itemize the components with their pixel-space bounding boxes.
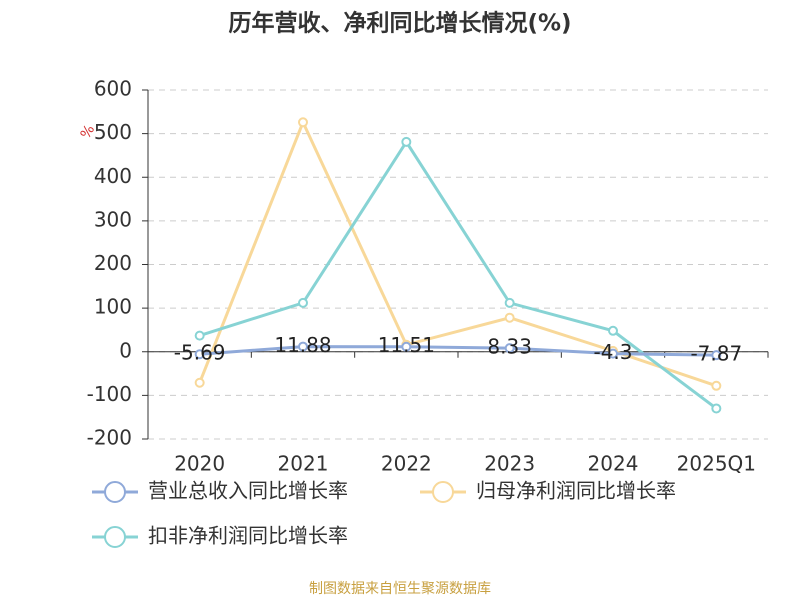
data-label: 11.88	[274, 333, 331, 357]
point	[194, 349, 205, 360]
y-tick-label: -200	[87, 426, 132, 450]
point	[711, 380, 722, 391]
chart-title: 历年营收、净利同比增长情况(%)	[228, 10, 571, 37]
point	[608, 348, 618, 359]
point	[298, 297, 308, 308]
point	[504, 312, 515, 323]
point	[401, 136, 412, 147]
point	[194, 330, 205, 341]
point	[504, 343, 515, 354]
x-tick-label: 2021	[278, 452, 329, 476]
y-tick-label: -100	[87, 382, 132, 406]
y-tick-label: 400	[94, 164, 132, 188]
legend-marker	[104, 481, 126, 503]
legend-label: 营业总收入同比增长率	[148, 479, 348, 503]
data-label: -4.3	[593, 340, 632, 364]
y-tick-label: 500	[94, 120, 132, 144]
y-tick-label: 0	[119, 338, 132, 362]
point	[608, 325, 618, 336]
legend-marker	[432, 481, 454, 503]
x-tick-label: 2020	[174, 452, 225, 476]
data-label: -5.69	[174, 341, 226, 365]
point	[711, 403, 722, 414]
legend-label: 扣非净利润同比增长率	[148, 524, 348, 548]
x-tick-label: 2025Q1	[677, 452, 756, 476]
legend-marker	[104, 526, 126, 548]
point	[504, 297, 515, 308]
point	[711, 350, 722, 361]
point	[401, 341, 412, 352]
source: 制图数据来自恒生聚源数据库	[309, 581, 491, 597]
data-label: 8.33	[487, 335, 532, 359]
x-tick-label: 2024	[588, 452, 639, 476]
y-tick-label: 200	[94, 251, 132, 275]
point	[298, 341, 308, 352]
point	[194, 377, 205, 388]
y-tick-label: 600	[94, 77, 132, 101]
data-label: -7.87	[690, 342, 742, 366]
point	[298, 117, 308, 128]
x-tick-label: 2022	[381, 452, 432, 476]
series-line	[198, 118, 717, 388]
y-tick-label: 300	[94, 207, 132, 231]
data-label: 11.51	[378, 333, 435, 357]
y-tick-label: 100	[94, 295, 132, 319]
x-tick-label: 2023	[484, 452, 535, 476]
legend-label: 归母净利润同比增长率	[476, 479, 676, 503]
series-line	[199, 139, 718, 410]
series-line	[199, 345, 717, 357]
